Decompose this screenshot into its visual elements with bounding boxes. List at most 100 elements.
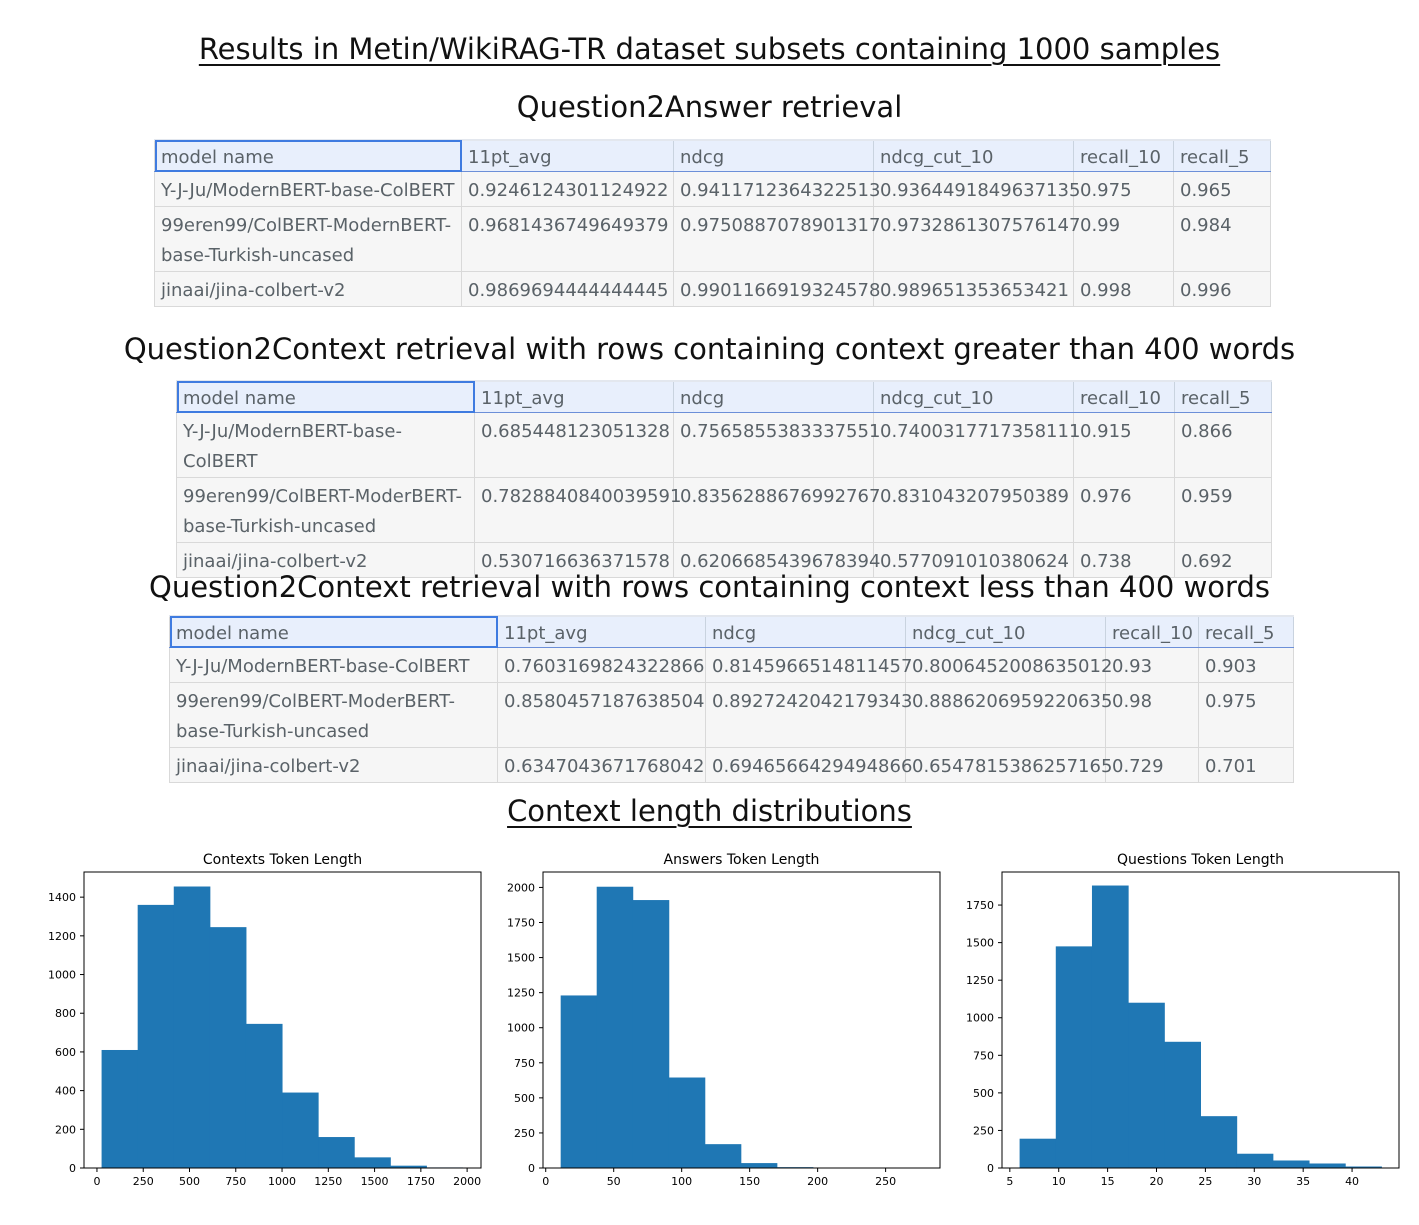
col-header-model-name[interactable]: model name (169, 615, 498, 648)
col-header-model-name[interactable]: model name (176, 380, 475, 413)
cell-ndcg-cut-10: 0.989651353653421 (873, 271, 1074, 307)
y-tick-label: 1000 (48, 969, 76, 982)
y-tick-label: 0 (69, 1162, 76, 1175)
col-header-recall-5[interactable]: recall_5 (1173, 139, 1271, 172)
results-table-q2c-lt400: model name 11pt_avg ndcg ndcg_cut_10 rec… (169, 615, 1294, 783)
histogram-bar (245, 1023, 283, 1168)
table-title-q2c-gt400: Question2Context retrieval with rows con… (123, 332, 1296, 366)
cell-ndcg: 0.9901166919324578 (673, 271, 880, 307)
cell-model-name: Y-J-Ju/ModernBERT-base-ColBERT (169, 647, 498, 683)
table-row: 99eren99/ColBERT-ModerBERT-base-Turkish-… (176, 477, 1272, 543)
histogram-svg: Contexts Token Length 0 250 500 750 1000 1250 1… (48, 852, 482, 1188)
cell-recall-10: 0.729 (1105, 747, 1199, 783)
y-tick-label: 200 (55, 1123, 76, 1136)
cell-11pt-avg: 0.7603169824322866 (497, 647, 706, 683)
x-tick-label: 0 (93, 1175, 100, 1188)
col-header-ndcg-cut-10[interactable]: ndcg_cut_10 (905, 615, 1106, 648)
cell-ndcg: 0.9411712364322513 (673, 171, 880, 207)
x-tick-label: 200 (807, 1175, 828, 1188)
col-header-recall-5[interactable]: recall_5 (1198, 615, 1294, 648)
table-title-q2c-lt400: Question2Context retrieval with rows con… (149, 570, 1270, 604)
y-tick-label: 600 (55, 1046, 76, 1059)
histogram-bar (1272, 1160, 1310, 1168)
cell-recall-5: 0.701 (1198, 747, 1294, 783)
y-tick-label: 500 (973, 1087, 994, 1100)
col-header-ndcg-cut-10[interactable]: ndcg_cut_10 (873, 380, 1074, 413)
cell-11pt-avg: 0.530716636371578 (474, 542, 674, 578)
x-tick-label: 500 (179, 1175, 200, 1188)
x-tick-label: 0 (542, 1175, 549, 1188)
col-header-recall-10[interactable]: recall_10 (1105, 615, 1199, 648)
cell-ndcg-cut-10: 0.831043207950389 (873, 477, 1074, 543)
y-tick-label: 0 (987, 1162, 994, 1175)
cell-ndcg-cut-10: 0.8886206959220635 (905, 682, 1112, 748)
col-header-recall-10[interactable]: recall_10 (1073, 380, 1175, 413)
col-header-recall-10[interactable]: recall_10 (1073, 139, 1174, 172)
cell-recall-5: 0.959 (1174, 477, 1272, 543)
y-tick-label: 1750 (507, 917, 535, 930)
cell-recall-10: 0.93 (1105, 647, 1199, 683)
cell-ndcg: 0.6206685439678394 (673, 542, 880, 578)
chart-title: Contexts Token Length (203, 852, 362, 868)
table-row: Y-J-Ju/ModernBERT-base-ColBERT 0.9246124… (154, 171, 1271, 207)
histogram-answers-token-length: Answers Token Length 0 50 100 150 200 250 0 250 5… (490, 845, 945, 1195)
table-row: jinaai/jina-colbert-v2 0.986969444444444… (154, 271, 1271, 307)
cell-11pt-avg: 0.685448123051328 (474, 412, 674, 478)
histogram-bar (173, 886, 211, 1168)
histogram-bar (1309, 1163, 1346, 1168)
col-header-model-name[interactable]: model name (154, 139, 462, 172)
col-header-11pt-avg[interactable]: 11pt_avg (461, 139, 674, 172)
cell-recall-10: 0.738 (1073, 542, 1175, 578)
cell-recall-10: 0.975 (1073, 171, 1174, 207)
cell-ndcg-cut-10: 0.8006452008635012 (905, 647, 1112, 683)
col-header-11pt-avg[interactable]: 11pt_avg (497, 615, 706, 648)
distributions-title-text: Context length distributions (507, 794, 912, 828)
y-tick-label: 1500 (507, 952, 535, 965)
cell-recall-10: 0.998 (1073, 271, 1174, 307)
y-tick-label: 1400 (48, 891, 76, 904)
table-title-q2a: Question2Answer retrieval (516, 90, 903, 124)
cell-11pt-avg: 0.9246124301124922 (461, 171, 674, 207)
cell-ndcg-cut-10: 0.577091010380624 (873, 542, 1074, 578)
cell-model-name: Y-J-Ju/ModernBERT-base-ColBERT (154, 171, 462, 207)
x-tick-label: 5 (1006, 1175, 1013, 1188)
x-tick-label: 1000 (268, 1175, 296, 1188)
y-tick-label: 500 (514, 1092, 535, 1105)
cell-ndcg: 0.7565855383337551 (673, 412, 880, 478)
x-tick-label: 750 (225, 1175, 246, 1188)
col-header-ndcg[interactable]: ndcg (673, 139, 874, 172)
y-tick-label: 800 (55, 1007, 76, 1020)
cell-recall-10: 0.98 (1105, 682, 1199, 748)
histogram-bar (354, 1157, 391, 1168)
plot-frame (542, 871, 941, 1169)
y-tick-label: 2000 (507, 881, 535, 894)
histogram-bar (560, 995, 598, 1168)
x-tick-label: 50 (607, 1175, 621, 1188)
col-header-ndcg-cut-10[interactable]: ndcg_cut_10 (873, 139, 1074, 172)
histogram-bar (632, 900, 670, 1168)
y-tick-label: 1750 (966, 899, 994, 912)
col-header-recall-5[interactable]: recall_5 (1174, 380, 1272, 413)
cell-recall-10: 0.915 (1073, 412, 1175, 478)
x-tick-label: 2000 (453, 1175, 481, 1188)
cell-ndcg: 0.9750887078901317 (673, 206, 880, 272)
table-row: 99eren99/ColBERT-ModernBERT-base-Turkish… (154, 206, 1271, 272)
x-tick-label: 1500 (361, 1175, 389, 1188)
histogram-svg: Answers Token Length 0 50 100 150 200 250 0 250 5… (507, 852, 941, 1188)
x-tick-label: 20 (1149, 1175, 1163, 1188)
x-tick-label: 250 (875, 1175, 896, 1188)
histogram-bar (209, 927, 247, 1168)
cell-model-name: jinaai/jina-colbert-v2 (154, 271, 462, 307)
x-tick-label: 150 (739, 1175, 760, 1188)
col-header-11pt-avg[interactable]: 11pt_avg (474, 380, 674, 413)
y-tick-label: 750 (973, 1049, 994, 1062)
distributions-title: Context length distributions (0, 794, 1419, 828)
cell-model-name: 99eren99/ColBERT-ModernBERT-base-Turkish… (154, 206, 462, 272)
x-tick-label: 1750 (407, 1175, 435, 1188)
y-tick-label: 1000 (966, 1012, 994, 1025)
col-header-ndcg[interactable]: ndcg (673, 380, 874, 413)
col-header-ndcg[interactable]: ndcg (705, 615, 906, 648)
cell-ndcg-cut-10: 0.9364491849637135 (873, 171, 1080, 207)
chart-title: Answers Token Length (664, 852, 820, 868)
histogram-bar (668, 1077, 706, 1168)
